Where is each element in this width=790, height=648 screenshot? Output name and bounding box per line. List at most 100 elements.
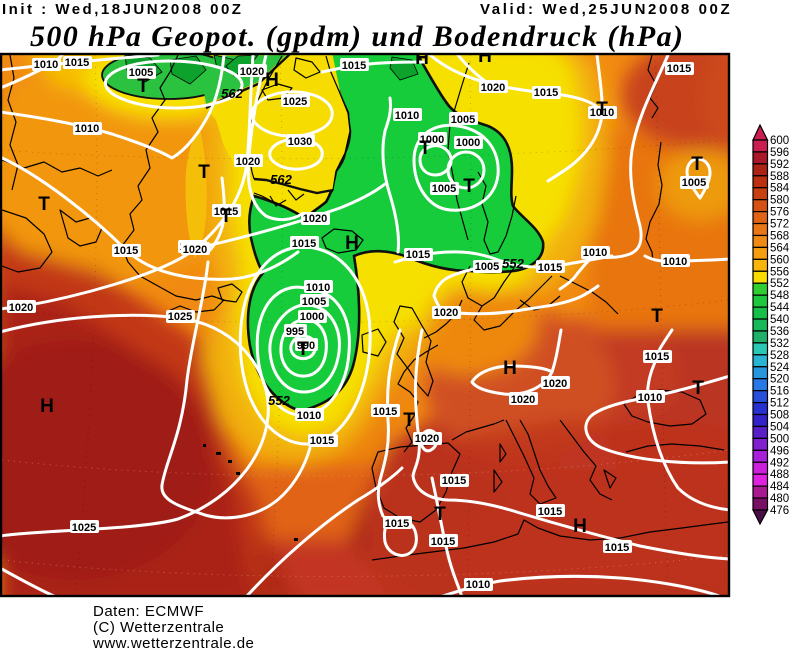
svg-text:568: 568	[770, 231, 789, 243]
svg-text:H: H	[345, 233, 359, 254]
svg-text:1005: 1005	[129, 67, 153, 79]
svg-text:www.wetterzentrale.de: www.wetterzentrale.de	[92, 635, 254, 648]
svg-text:T: T	[297, 339, 309, 360]
svg-text:1020: 1020	[183, 244, 207, 256]
svg-text:Valid: Wed,25JUN2008 00Z: Valid: Wed,25JUN2008 00Z	[480, 1, 732, 18]
svg-text:T: T	[403, 410, 415, 431]
svg-text:(C) Wetterzentrale: (C) Wetterzentrale	[93, 619, 224, 636]
svg-text:476: 476	[770, 505, 789, 517]
svg-text:T: T	[137, 76, 149, 97]
svg-text:1015: 1015	[114, 245, 138, 257]
svg-text:1020: 1020	[415, 433, 439, 445]
svg-text:524: 524	[770, 362, 790, 374]
svg-text:1010: 1010	[395, 110, 419, 122]
svg-text:1000: 1000	[300, 311, 324, 323]
svg-text:H: H	[573, 516, 587, 537]
svg-text:Daten: ECMWF: Daten: ECMWF	[93, 603, 204, 620]
svg-text:1010: 1010	[583, 247, 607, 259]
svg-text:1005: 1005	[451, 114, 475, 126]
svg-text:484: 484	[770, 481, 790, 493]
svg-text:1010: 1010	[590, 107, 614, 119]
svg-text:512: 512	[770, 398, 789, 410]
svg-text:1015: 1015	[431, 536, 455, 548]
svg-text:1015: 1015	[645, 351, 669, 363]
svg-text:536: 536	[770, 326, 789, 338]
svg-text:1015: 1015	[442, 475, 466, 487]
svg-text:1020: 1020	[434, 307, 458, 319]
svg-text:1015: 1015	[538, 262, 562, 274]
svg-text:1020: 1020	[543, 378, 567, 390]
svg-text:T: T	[596, 99, 608, 120]
svg-text:1010: 1010	[34, 59, 58, 71]
svg-text:540: 540	[770, 314, 789, 326]
svg-text:1020: 1020	[303, 213, 327, 225]
svg-text:1015: 1015	[605, 542, 629, 554]
svg-text:1010: 1010	[297, 410, 321, 422]
svg-text:1005: 1005	[475, 261, 499, 273]
svg-text:1015: 1015	[534, 87, 558, 99]
svg-text:H: H	[503, 358, 517, 379]
svg-text:1005: 1005	[682, 177, 706, 189]
svg-text:1015: 1015	[373, 406, 397, 418]
svg-text:556: 556	[770, 266, 789, 278]
svg-text:1015: 1015	[214, 206, 238, 218]
svg-text:600: 600	[770, 135, 789, 147]
svg-text:520: 520	[770, 374, 789, 386]
svg-text:1020: 1020	[240, 66, 264, 78]
svg-text:562: 562	[221, 86, 243, 101]
svg-text:564: 564	[770, 242, 790, 254]
svg-text:Init : Wed,18JUN2008 00Z: Init : Wed,18JUN2008 00Z	[2, 1, 243, 18]
svg-text:T: T	[692, 378, 704, 399]
svg-text:1010: 1010	[466, 579, 490, 591]
svg-text:1000: 1000	[456, 137, 480, 149]
svg-text:995: 995	[286, 326, 304, 338]
svg-text:488: 488	[770, 469, 789, 481]
svg-text:1025: 1025	[168, 311, 192, 323]
svg-text:532: 532	[770, 338, 789, 350]
svg-text:990: 990	[297, 340, 315, 352]
svg-text:552: 552	[268, 393, 290, 408]
svg-text:552: 552	[770, 278, 789, 290]
svg-text:1015: 1015	[385, 518, 409, 530]
svg-text:592: 592	[770, 159, 789, 171]
svg-text:576: 576	[770, 207, 789, 219]
svg-text:496: 496	[770, 445, 789, 457]
svg-text:T: T	[463, 176, 475, 197]
svg-text:1020: 1020	[511, 394, 535, 406]
svg-text:1010: 1010	[75, 123, 99, 135]
svg-text:1010: 1010	[638, 392, 662, 404]
svg-text:1015: 1015	[65, 57, 89, 69]
svg-text:1020: 1020	[236, 156, 260, 168]
svg-text:500: 500	[770, 433, 789, 445]
svg-text:H: H	[265, 70, 279, 91]
svg-text:T: T	[691, 154, 703, 175]
svg-text:580: 580	[770, 195, 789, 207]
svg-text:1025: 1025	[283, 96, 307, 108]
svg-text:1015: 1015	[406, 249, 430, 261]
svg-text:584: 584	[770, 183, 790, 195]
svg-text:548: 548	[770, 290, 789, 302]
svg-text:588: 588	[770, 171, 789, 183]
svg-text:480: 480	[770, 493, 789, 505]
svg-text:T: T	[198, 162, 210, 183]
svg-text:1015: 1015	[342, 60, 366, 72]
svg-text:1010: 1010	[306, 282, 330, 294]
svg-text:572: 572	[770, 219, 789, 231]
svg-text:500 hPa Geopot. (gpdm) und Bod: 500 hPa Geopot. (gpdm) und Bodendruck (h…	[30, 20, 684, 53]
svg-text:1015: 1015	[538, 506, 562, 518]
svg-text:H: H	[478, 46, 492, 67]
svg-text:544: 544	[770, 302, 790, 314]
svg-text:1030: 1030	[288, 136, 312, 148]
svg-text:1020: 1020	[9, 302, 33, 314]
svg-text:H: H	[415, 48, 429, 69]
svg-text:H: H	[40, 396, 54, 417]
svg-text:T: T	[38, 194, 50, 215]
svg-text:560: 560	[770, 254, 789, 266]
svg-text:1005: 1005	[302, 296, 326, 308]
svg-text:1010: 1010	[663, 256, 687, 268]
svg-text:1005: 1005	[432, 183, 456, 195]
svg-text:596: 596	[770, 147, 789, 159]
svg-text:492: 492	[770, 457, 789, 469]
svg-text:1025: 1025	[72, 522, 96, 534]
svg-text:T: T	[419, 138, 431, 159]
